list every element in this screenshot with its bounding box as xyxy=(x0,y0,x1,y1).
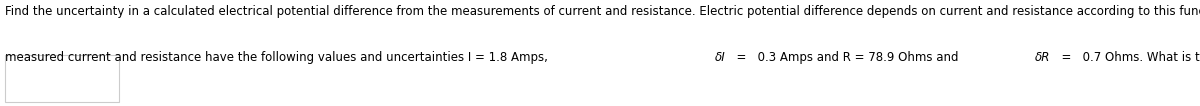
FancyBboxPatch shape xyxy=(5,55,119,102)
Text: Find the uncertainty in a calculated electrical potential difference from the me: Find the uncertainty in a calculated ele… xyxy=(5,5,1200,18)
Text: δR: δR xyxy=(1034,51,1050,64)
Text: =   0.3 Amps and R = 78.9 Ohms and: = 0.3 Amps and R = 78.9 Ohms and xyxy=(728,51,966,64)
Text: measured current and resistance have the following values and uncertainties I = : measured current and resistance have the… xyxy=(5,51,556,64)
Text: δI: δI xyxy=(715,51,726,64)
Text: =   0.7 Ohms. What is the uncertainty in the ,: = 0.7 Ohms. What is the uncertainty in t… xyxy=(1055,51,1200,64)
